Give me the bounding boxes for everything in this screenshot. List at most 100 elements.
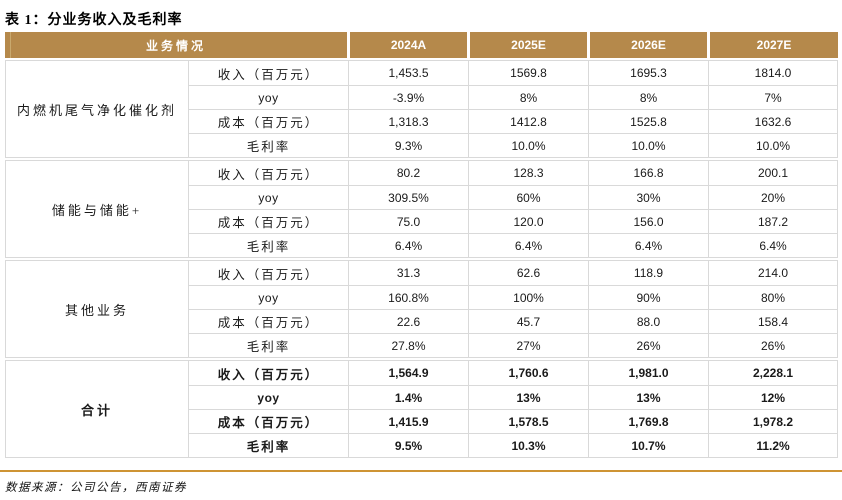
header-year-2027e: 2027E	[707, 32, 838, 58]
value-cell: 8%	[588, 85, 708, 109]
value-cell: 10.3%	[468, 433, 588, 457]
value-cell: 160.8%	[348, 285, 468, 309]
metric-label: 收入（百万元）	[188, 261, 348, 285]
business-group: 储能与储能+ 收入（百万元） 80.2 128.3 166.8 200.1 yoy 309.5…	[5, 160, 838, 258]
value-cell: 1,760.6	[468, 361, 588, 385]
metric-label: 收入（百万元）	[188, 361, 348, 385]
metric-label: 毛利率	[188, 433, 348, 457]
value-cell: 118.9	[588, 261, 708, 285]
value-cell: 1,318.3	[348, 109, 468, 133]
value-cell: 156.0	[588, 209, 708, 233]
value-cell: 8%	[468, 85, 588, 109]
table-title: 表 1：分业务收入及毛利率	[5, 13, 183, 28]
value-cell: 6.4%	[588, 233, 708, 257]
value-cell: 1,978.2	[708, 409, 837, 433]
business-name: 储能与储能+	[51, 202, 143, 218]
value-cell: 7%	[708, 85, 837, 109]
value-cell: 158.4	[708, 309, 837, 333]
metric-label: 毛利率	[188, 333, 348, 357]
value-cell: 10.0%	[588, 133, 708, 157]
value-cell: 80%	[708, 285, 837, 309]
value-cell: 13%	[468, 385, 588, 409]
metric-label: 成本（百万元）	[188, 209, 348, 233]
metric-label: yoy	[188, 85, 348, 109]
business-group: 内燃机尾气净化催化剂 收入（百万元） 1,453.5 1569.8 1695.3 1814…	[5, 60, 838, 158]
value-cell: 80.2	[348, 161, 468, 185]
value-cell: 1569.8	[468, 61, 588, 85]
business-group: 其他业务 收入（百万元） 31.3 62.6 118.9 214.0 yoy 160.8% 10…	[5, 260, 838, 358]
value-cell: 1412.8	[468, 109, 588, 133]
metric-label: 收入（百万元）	[188, 61, 348, 85]
value-cell: 88.0	[588, 309, 708, 333]
value-cell: 6.4%	[468, 233, 588, 257]
value-cell: 75.0	[348, 209, 468, 233]
value-cell: 1,453.5	[348, 61, 468, 85]
value-cell: 22.6	[348, 309, 468, 333]
value-cell: 10.0%	[708, 133, 837, 157]
value-cell: 45.7	[468, 309, 588, 333]
value-cell: 10.7%	[588, 433, 708, 457]
business-name: 其他业务	[64, 302, 129, 318]
metric-label: 毛利率	[188, 133, 348, 157]
value-cell: 1.4%	[348, 385, 468, 409]
value-cell: 6.4%	[348, 233, 468, 257]
value-cell: 200.1	[708, 161, 837, 185]
value-cell: 9.5%	[348, 433, 468, 457]
metric-label: 成本（百万元）	[188, 309, 348, 333]
metric-label: yoy	[188, 185, 348, 209]
header-business-col: 业务情况	[5, 32, 347, 58]
value-cell: 214.0	[708, 261, 837, 285]
business-name: 内燃机尾气净化催化剂	[16, 102, 177, 118]
value-cell: 6.4%	[708, 233, 837, 257]
metric-label: yoy	[188, 285, 348, 309]
header-year-2025e: 2025E	[467, 32, 587, 58]
value-cell: 27%	[468, 333, 588, 357]
value-cell: 12%	[708, 385, 837, 409]
table-header-row: 业务情况 2024A 2025E 2026E 2027E	[5, 32, 838, 58]
value-cell: 90%	[588, 285, 708, 309]
value-cell: 13%	[588, 385, 708, 409]
value-cell: 1814.0	[708, 61, 837, 85]
metric-label: 成本（百万元）	[188, 109, 348, 133]
value-cell: -3.9%	[348, 85, 468, 109]
value-cell: 1,981.0	[588, 361, 708, 385]
value-cell: 26%	[588, 333, 708, 357]
value-cell: 10.0%	[468, 133, 588, 157]
value-cell: 27.8%	[348, 333, 468, 357]
metric-label: 毛利率	[188, 233, 348, 257]
value-cell: 128.3	[468, 161, 588, 185]
value-cell: 187.2	[708, 209, 837, 233]
value-cell: 309.5%	[348, 185, 468, 209]
business-group: 合计 收入（百万元） 1,564.9 1,760.6 1,981.0 2,228.1 yoy…	[5, 360, 838, 458]
data-source-note: 数据来源：公司公告，西南证券	[5, 482, 187, 494]
value-cell: 1632.6	[708, 109, 837, 133]
value-cell: 31.3	[348, 261, 468, 285]
value-cell: 2,228.1	[708, 361, 837, 385]
metric-label: yoy	[188, 385, 348, 409]
value-cell: 60%	[468, 185, 588, 209]
value-cell: 120.0	[468, 209, 588, 233]
value-cell: 1695.3	[588, 61, 708, 85]
segment-revenue-table: 业务情况 2024A 2025E 2026E 2027E 内燃机尾气净化催化剂收…	[5, 32, 838, 458]
value-cell: 9.3%	[348, 133, 468, 157]
value-cell: 1,769.8	[588, 409, 708, 433]
value-cell: 26%	[708, 333, 837, 357]
metric-label: 成本（百万元）	[188, 409, 348, 433]
value-cell: 62.6	[468, 261, 588, 285]
value-cell: 100%	[468, 285, 588, 309]
value-cell: 20%	[708, 185, 837, 209]
value-cell: 166.8	[588, 161, 708, 185]
header-year-2024a: 2024A	[347, 32, 467, 58]
header-year-2026e: 2026E	[587, 32, 707, 58]
metric-label: 收入（百万元）	[188, 161, 348, 185]
table-bottom-rule	[0, 470, 842, 472]
business-name: 合计	[80, 402, 113, 418]
value-cell: 1,578.5	[468, 409, 588, 433]
value-cell: 1525.8	[588, 109, 708, 133]
value-cell: 1,564.9	[348, 361, 468, 385]
value-cell: 11.2%	[708, 433, 837, 457]
value-cell: 30%	[588, 185, 708, 209]
table-body: 内燃机尾气净化催化剂 收入（百万元） 1,453.5 1569.8 1695.3 1814…	[5, 60, 838, 458]
value-cell: 1,415.9	[348, 409, 468, 433]
